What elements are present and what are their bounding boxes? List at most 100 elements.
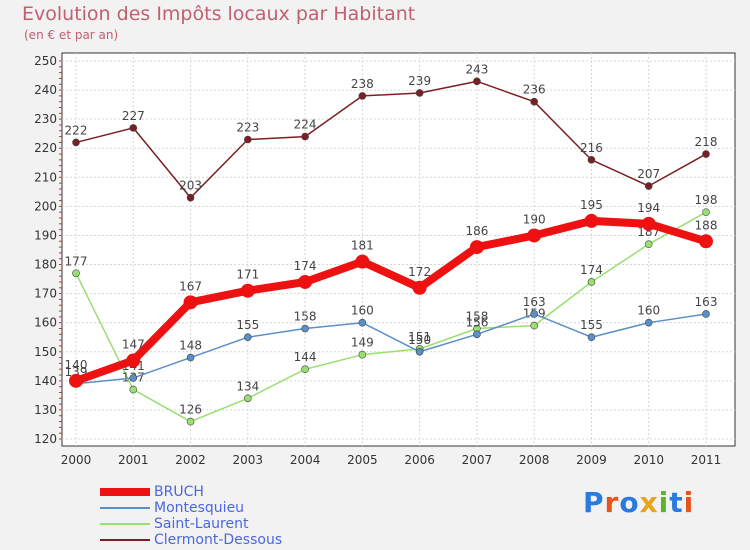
- data-point: [186, 193, 195, 202]
- data-point: [415, 89, 424, 97]
- data-point: [301, 132, 309, 141]
- data-label: 126: [179, 403, 202, 417]
- y-tick-label: 140: [34, 374, 57, 388]
- data-label: 198: [695, 193, 718, 207]
- data-label: 160: [637, 304, 660, 318]
- data-point: [473, 77, 481, 86]
- data-label: 144: [294, 350, 317, 364]
- data-point: [530, 321, 538, 330]
- legend-label: Clermont-Dessous: [154, 532, 283, 548]
- data-label: 177: [65, 254, 88, 268]
- data-point: [412, 280, 427, 295]
- x-tick-label: 2003: [233, 453, 264, 467]
- data-label: 195: [580, 198, 603, 212]
- series-line-saint-laurent: [75, 211, 707, 423]
- series-line-montesquieu: [75, 313, 707, 385]
- data-point: [358, 350, 367, 359]
- data-point: [183, 295, 198, 310]
- data-point: [186, 417, 195, 426]
- x-tick-label: 2001: [118, 453, 149, 467]
- brand-letter: o: [619, 486, 640, 519]
- data-label: 155: [236, 318, 259, 332]
- data-point: [72, 138, 80, 147]
- data-point: [298, 274, 313, 289]
- data-point: [129, 374, 138, 382]
- data-point: [244, 135, 252, 144]
- brand-letter: x: [639, 486, 659, 519]
- legend: BRUCH Montesquieu Saint-Laurent Clermont-De…: [100, 484, 282, 548]
- x-tick-label: 2008: [519, 453, 550, 467]
- data-point: [584, 213, 599, 228]
- data-point: [69, 373, 83, 388]
- data-label: 227: [122, 109, 145, 123]
- y-tick-label: 220: [34, 141, 57, 155]
- x-tick-label: 2011: [691, 453, 722, 467]
- data-point: [587, 333, 596, 342]
- data-label: 186: [465, 224, 488, 238]
- data-point: [244, 333, 252, 342]
- data-label: 218: [695, 135, 718, 149]
- data-label: 223: [236, 121, 259, 135]
- y-tick-label: 130: [34, 403, 57, 417]
- plot-area: [61, 52, 736, 447]
- data-label: 203: [179, 179, 202, 193]
- data-label: 156: [465, 315, 488, 329]
- data-label: 160: [351, 304, 374, 318]
- data-point: [587, 156, 596, 164]
- data-label: 151: [408, 330, 431, 344]
- data-point: [530, 97, 538, 106]
- data-point: [702, 208, 710, 216]
- x-tick-label: 2000: [61, 453, 92, 467]
- data-label: 238: [351, 77, 374, 91]
- y-tick-label: 160: [34, 316, 57, 330]
- brand-logo: Proxiti: [583, 486, 694, 519]
- brand-letter: i: [683, 486, 695, 519]
- data-point: [72, 269, 80, 278]
- data-label: 243: [465, 62, 488, 76]
- data-point: [644, 182, 653, 190]
- data-point: [358, 318, 367, 327]
- data-point: [587, 278, 596, 286]
- y-tick-label: 190: [34, 228, 57, 242]
- data-label: 224: [294, 118, 317, 132]
- data-label: 147: [122, 337, 145, 351]
- brand-letter: i: [658, 486, 670, 519]
- legend-item: Saint-Laurent: [100, 516, 282, 532]
- data-label: 194: [637, 201, 660, 215]
- data-point: [469, 240, 484, 255]
- data-label: 181: [351, 239, 374, 253]
- brand-letter: P: [583, 486, 605, 519]
- legend-label: BRUCH: [154, 484, 204, 500]
- brand-letter: r: [604, 486, 620, 519]
- data-label: 134: [236, 379, 259, 393]
- data-point: [129, 385, 138, 394]
- x-tick-label: 2010: [633, 453, 664, 467]
- data-label: 167: [179, 279, 202, 293]
- legend-swatch: [100, 488, 150, 496]
- data-point: [702, 150, 710, 158]
- y-tick-label: 210: [34, 170, 57, 184]
- data-point: [644, 240, 653, 248]
- data-point: [641, 216, 656, 231]
- data-point: [527, 228, 542, 243]
- legend-item: BRUCH: [100, 484, 282, 500]
- legend-swatch: [100, 523, 150, 525]
- data-label: 172: [408, 265, 431, 279]
- x-tick-label: 2004: [290, 453, 321, 467]
- data-point: [530, 310, 538, 318]
- x-tick-label: 2006: [404, 453, 435, 467]
- y-tick-label: 250: [34, 54, 57, 68]
- data-label: 188: [695, 218, 718, 232]
- data-point: [240, 283, 255, 298]
- data-label: 239: [408, 74, 431, 88]
- data-label: 148: [179, 339, 202, 353]
- legend-label: Saint-Laurent: [154, 516, 249, 532]
- x-tick-label: 2005: [347, 453, 378, 467]
- data-point: [473, 330, 481, 339]
- y-tick-label: 230: [34, 112, 57, 126]
- legend-swatch: [100, 539, 150, 541]
- data-point: [301, 324, 309, 333]
- y-tick-label: 180: [34, 258, 57, 272]
